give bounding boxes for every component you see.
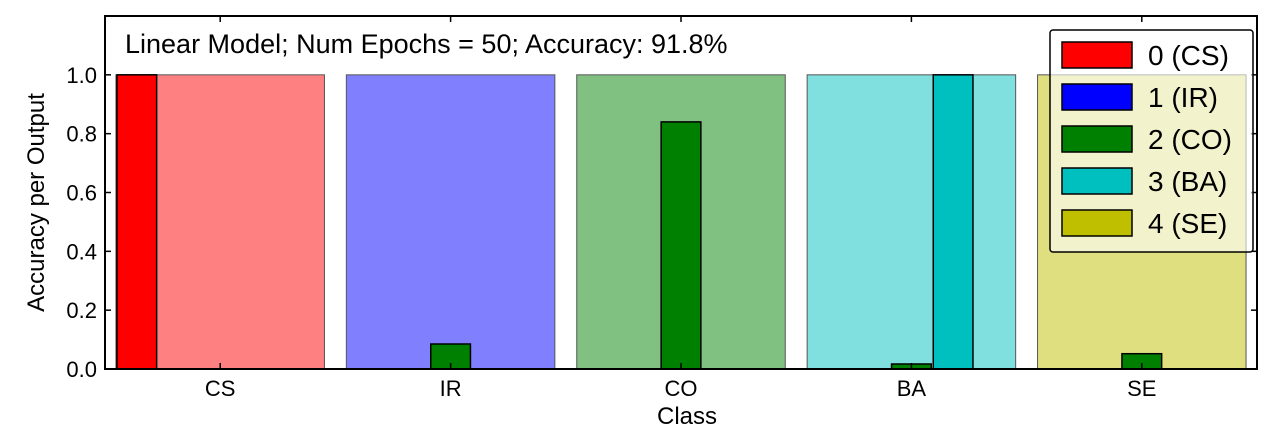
y-tick-label: 1.0: [66, 63, 97, 88]
chart-title: Linear Model; Num Epochs = 50; Accuracy:…: [125, 29, 728, 59]
output-bar-cs-0: [116, 74, 158, 370]
legend-label-2: 2 (CO): [1148, 124, 1232, 155]
x-tick-label: SE: [1127, 376, 1156, 401]
background-bar-ir: [345, 74, 556, 370]
legend-label-1: 1 (IR): [1148, 82, 1218, 113]
x-tick-label: CO: [665, 376, 698, 401]
axes: CS IR CO BA SE 0.0 0.2 0.4 0.6 0.8 1.0: [66, 15, 1258, 401]
background-bar-ba: [806, 74, 1017, 370]
x-tick-label: BA: [897, 376, 927, 401]
output-bars: [116, 74, 1163, 370]
legend-label-4: 4 (SE): [1148, 208, 1227, 239]
output-bar-ba-3: [932, 74, 974, 370]
legend-label-3: 3 (BA): [1148, 166, 1227, 197]
legend-label-0: 0 (CS): [1148, 40, 1229, 71]
x-tick-label: CS: [205, 376, 236, 401]
plot-frame: [104, 15, 1258, 370]
y-axis-label: Accuracy per Output: [23, 93, 50, 312]
legend-swatch-0: [1061, 41, 1133, 69]
y-tick-label: 0.8: [66, 122, 97, 147]
y-tick-label: 0.4: [66, 239, 97, 264]
legend-swatch-1: [1061, 83, 1133, 111]
output-bar-co-2: [660, 121, 702, 370]
legend-swatch-3: [1061, 167, 1133, 195]
legend-swatch-4: [1061, 209, 1133, 237]
y-tick-label: 0.2: [66, 298, 97, 323]
y-tick-label: 0.0: [66, 357, 97, 382]
legend-swatch-2: [1061, 125, 1133, 153]
legend: 0 (CS) 1 (IR) 2 (CO) 3 (BA) 4 (SE): [1049, 29, 1254, 253]
x-axis-label: Class: [657, 403, 717, 429]
y-tick-label: 0.6: [66, 181, 97, 206]
x-tick-label: IR: [440, 376, 462, 401]
